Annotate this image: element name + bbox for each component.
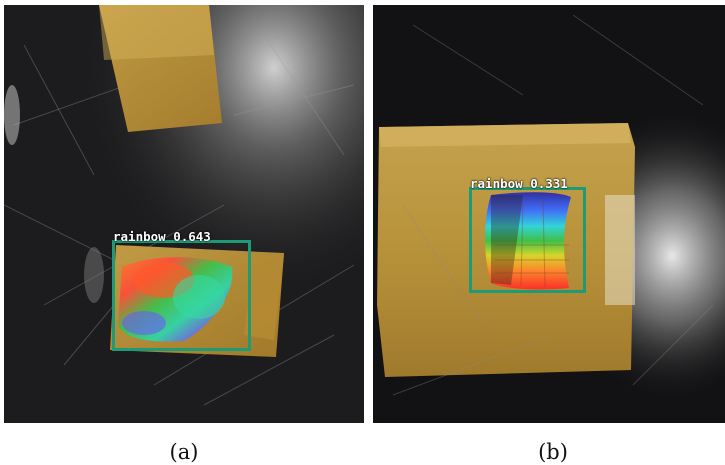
detection-box-a — [112, 240, 251, 351]
photo-panel-b: rainbow 0.331 — [373, 5, 725, 423]
detection-label-b: rainbow 0.331 — [470, 176, 568, 191]
photo-panel-a: rainbow 0.643 — [4, 5, 364, 423]
photo-a-image — [4, 5, 364, 423]
photo-b-image — [373, 5, 725, 423]
detection-box-b — [469, 187, 586, 293]
detection-label-a: rainbow 0.643 — [113, 229, 211, 244]
caption-a: (a) — [169, 440, 199, 464]
caption-b: (b) — [538, 440, 568, 464]
